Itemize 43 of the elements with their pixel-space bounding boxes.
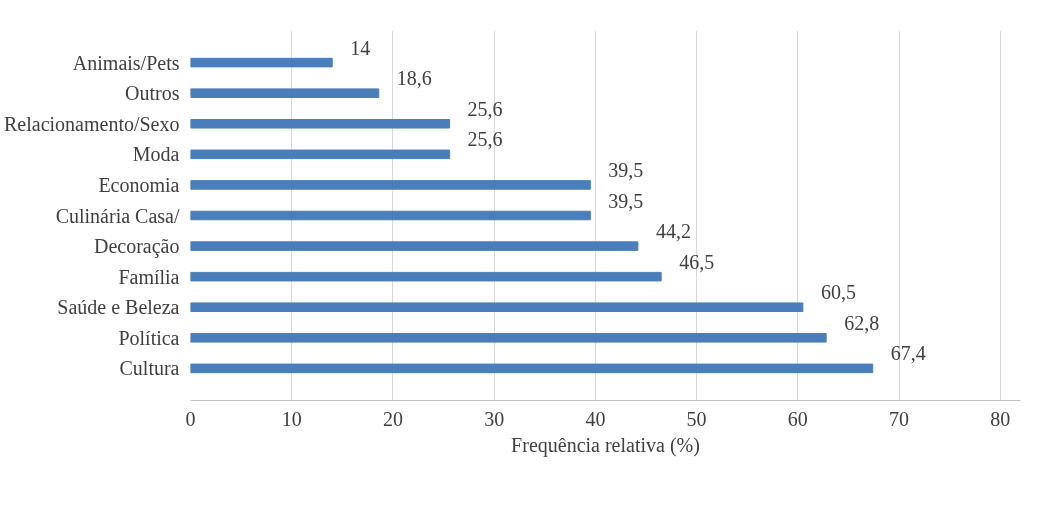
y-tick-label: Relacionamento/Sexo (3, 112, 180, 135)
data-label: 25,6 (467, 128, 503, 151)
y-tick-label: Moda (132, 143, 180, 166)
bar (190, 88, 380, 98)
bar (190, 333, 827, 343)
y-tick-label: Outros (125, 82, 180, 105)
y-tick-label: Cultura (119, 357, 180, 380)
bar (190, 271, 662, 282)
y-tick-label: Animais/Pets (72, 51, 180, 74)
x-tick-label: 0 (185, 407, 196, 430)
bar (190, 210, 591, 221)
data-label: 67,4 (890, 342, 926, 365)
x-tick-label: 50 (686, 407, 707, 430)
data-label: 60,5 (820, 281, 856, 304)
bar (190, 149, 451, 160)
y-tick-label: Decoração (94, 235, 180, 259)
bar (190, 363, 874, 374)
y-tick-label: Economia (98, 173, 180, 196)
data-label: 18,6 (396, 67, 432, 90)
x-tick-label: 10 (281, 407, 302, 430)
data-label: 25,6 (467, 97, 503, 120)
bar (190, 180, 591, 190)
x-tick-label: 30 (484, 407, 505, 430)
x-axis-title: Frequência relativa (%) (511, 433, 700, 457)
data-label: 62,8 (844, 311, 880, 334)
bar (190, 302, 804, 313)
y-tick-label: Saúde e Beleza (57, 296, 180, 319)
data-label: 14 (350, 36, 371, 59)
data-label: 39,5 (608, 158, 644, 181)
x-tick-label: 40 (585, 407, 606, 430)
data-label: 46,5 (679, 250, 715, 273)
x-tick-label: 20 (382, 407, 403, 430)
bar (190, 118, 451, 129)
x-tick-label: 70 (889, 407, 910, 430)
x-tick-label: 80 (990, 407, 1011, 430)
y-tick-label: Família (118, 265, 180, 288)
x-tick-label: 60 (787, 407, 808, 430)
y-tick-label: Política (118, 326, 180, 349)
bar (190, 57, 333, 68)
bar (190, 241, 639, 251)
data-label: 39,5 (608, 189, 644, 212)
data-label: 44,2 (655, 220, 691, 243)
y-tick-label: Culinária Casa/ (55, 204, 180, 227)
